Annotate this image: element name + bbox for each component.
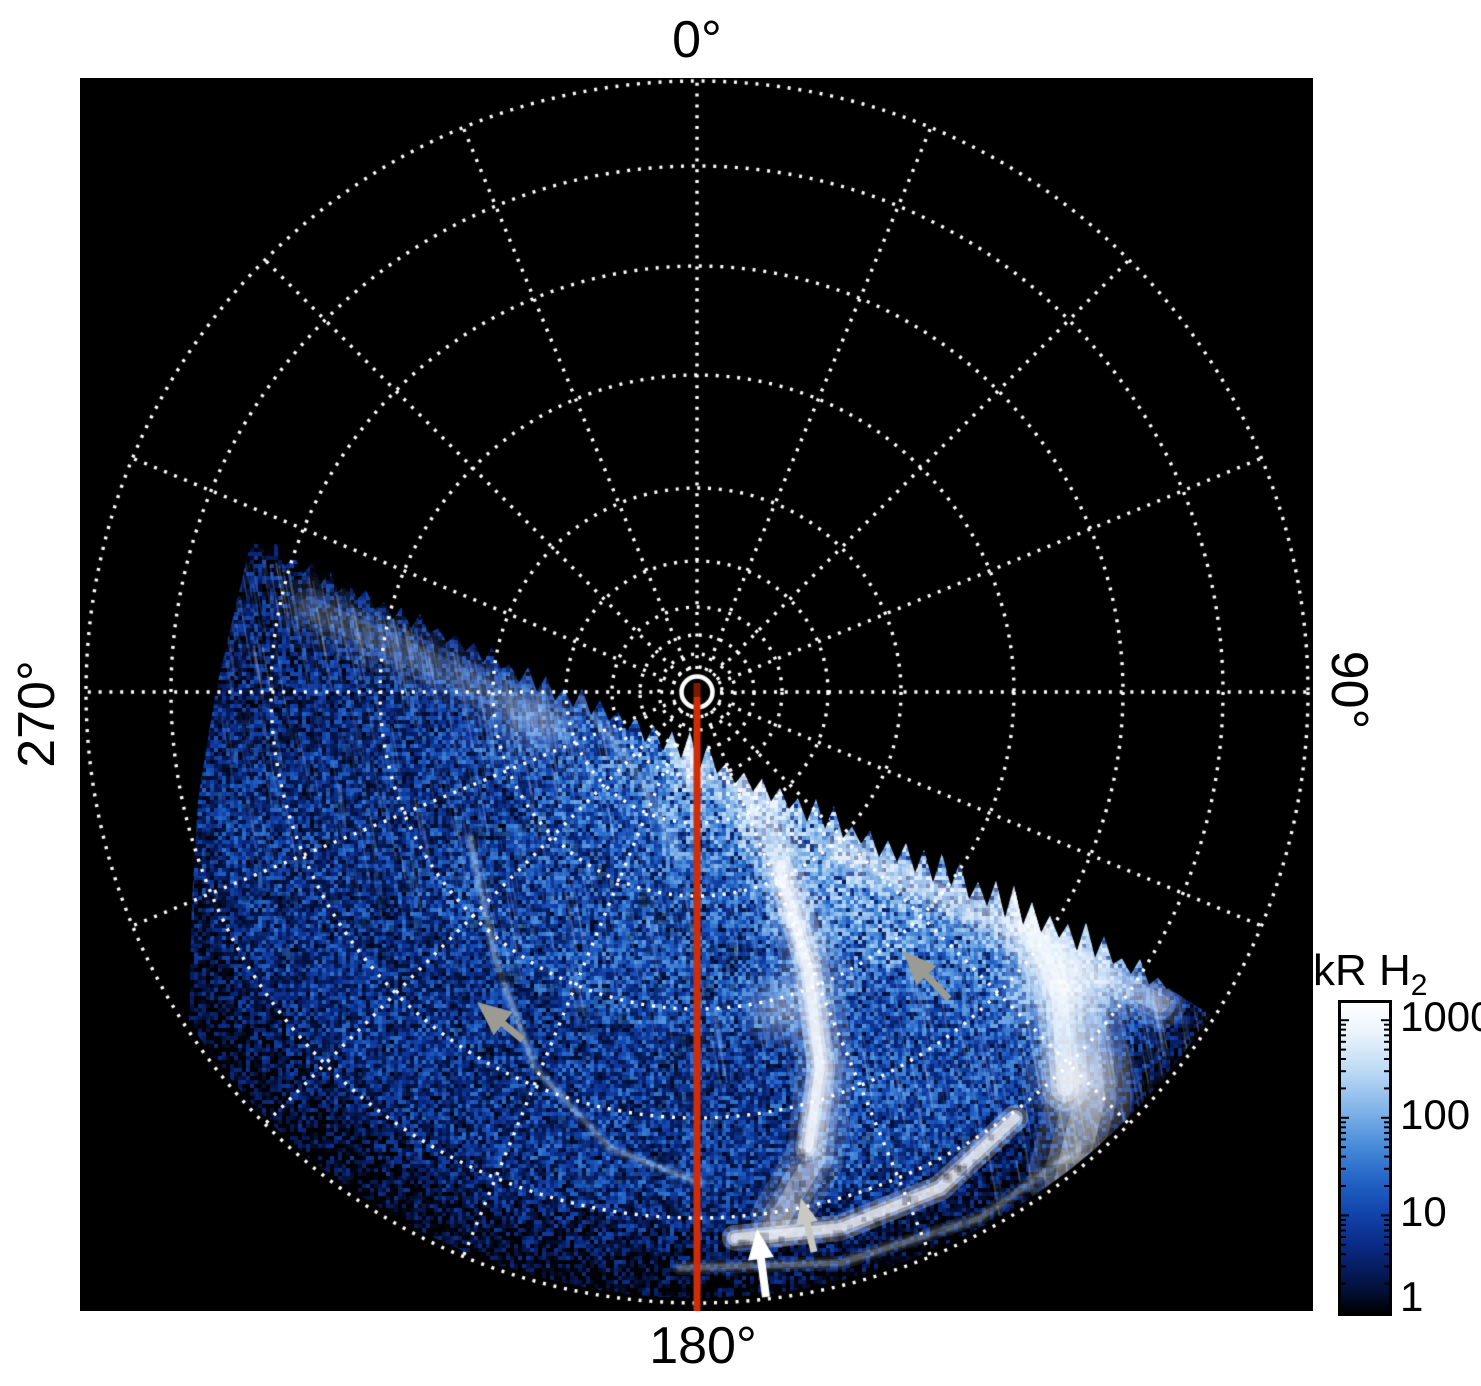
colorbar-title: kR H2 [1313, 946, 1427, 1003]
colorbar [1338, 1000, 1392, 1316]
azimuth-label-0: 0° [672, 11, 722, 69]
polar-aurora-plot [80, 78, 1313, 1311]
colorbar-title-sub: 2 [1410, 968, 1428, 1002]
azimuth-label-180: 180° [649, 1317, 757, 1375]
colorbar-tick-label-1: 1 [1400, 1273, 1424, 1320]
colorbar-tick-marks [1341, 1019, 1389, 1285]
azimuth-label-90: 90° [1320, 650, 1378, 730]
azimuth-label-270: 270° [8, 660, 66, 768]
colorbar-title-main: kR H [1313, 946, 1411, 995]
colorbar-tick-label-1000: 1000 [1400, 993, 1481, 1041]
colorbar-tick-label-10: 10 [1400, 1188, 1447, 1236]
colorbar-tick-label-100: 100 [1400, 1090, 1471, 1138]
